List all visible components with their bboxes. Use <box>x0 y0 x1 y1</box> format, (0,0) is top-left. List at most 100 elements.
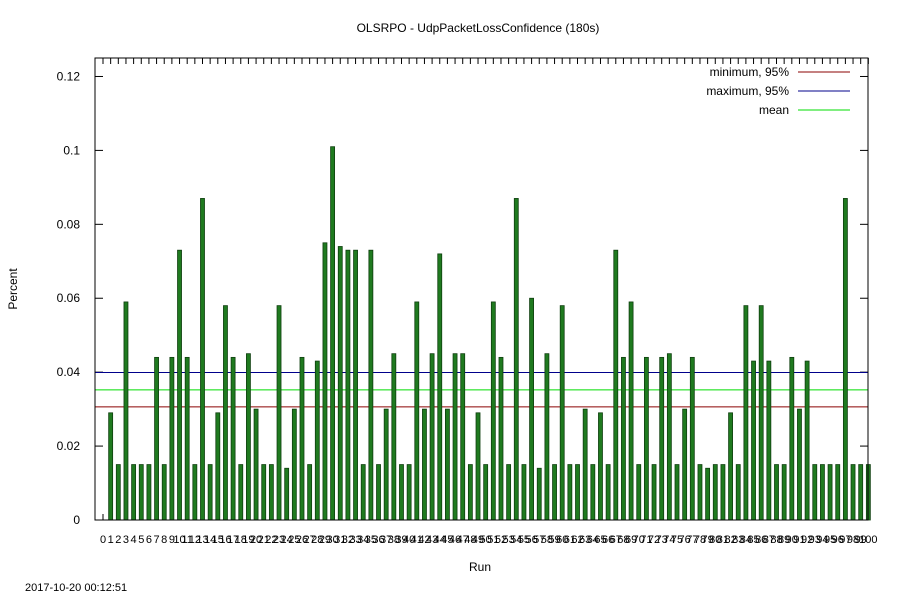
bar <box>797 408 802 521</box>
bar <box>322 242 328 521</box>
bar <box>284 467 290 521</box>
bar <box>445 408 450 521</box>
x-tick-label: 37 <box>380 534 392 546</box>
x-tick-label: 39 <box>395 534 407 546</box>
x-tick-label: 61 <box>564 534 576 546</box>
x-tick-label: 27 <box>304 534 316 546</box>
bar <box>536 467 542 521</box>
x-tick-label: 21 <box>258 534 270 546</box>
bar <box>582 408 588 521</box>
bar <box>858 464 864 521</box>
x-tick-label: 90 <box>786 534 798 546</box>
bar <box>330 146 336 521</box>
x-tick-label: 14 <box>204 534 216 546</box>
y-tick-label: 0.06 <box>57 291 81 305</box>
x-tick-label: 95 <box>824 534 836 546</box>
x-tick-label: 66 <box>602 534 614 546</box>
bar <box>154 356 159 521</box>
bar <box>368 249 374 521</box>
bar <box>781 464 787 521</box>
x-tick-label: 35 <box>365 534 377 546</box>
x-tick-label: 85 <box>747 534 759 546</box>
bar <box>131 464 137 521</box>
x-tick-label: 92 <box>801 534 813 546</box>
bar <box>521 464 527 521</box>
bar <box>460 353 466 521</box>
bar <box>674 464 680 521</box>
bar <box>559 305 565 521</box>
bar <box>238 464 244 521</box>
x-tick-label: 96 <box>832 534 844 546</box>
bar <box>177 249 182 521</box>
x-tick-label: 5 <box>138 534 144 546</box>
bar <box>146 464 152 521</box>
bar <box>651 464 657 521</box>
bar <box>720 464 726 521</box>
x-tick-label: 20 <box>250 534 262 546</box>
x-tick-label: 89 <box>778 534 790 546</box>
x-tick-label: 17 <box>227 534 239 546</box>
bar <box>636 464 642 521</box>
bar <box>276 305 282 521</box>
bar <box>506 464 512 521</box>
x-tick-label: 69 <box>625 534 637 546</box>
x-tick-label: 54 <box>510 534 522 546</box>
x-tick-label: 44 <box>434 534 446 546</box>
x-tick-label: 64 <box>587 534 599 546</box>
x-tick-label: 67 <box>610 534 622 546</box>
x-tick-label: 52 <box>495 534 507 546</box>
bar <box>253 408 259 521</box>
bar <box>429 353 435 521</box>
x-tick-label: 91 <box>793 534 805 546</box>
x-tick-label: 4 <box>131 534 137 546</box>
bar <box>820 464 825 521</box>
legend-label: minimum, 95% <box>710 65 790 79</box>
x-tick-label: 42 <box>418 534 430 546</box>
x-tick-label: 49 <box>472 534 484 546</box>
x-tick-label: 84 <box>740 534 752 546</box>
timestamp: 2017-10-20 00:12:51 <box>25 582 128 594</box>
x-tick-label: 12 <box>189 534 201 546</box>
x-tick-label: 81 <box>717 534 729 546</box>
x-tick-label: 71 <box>640 534 652 546</box>
bar <box>452 353 458 521</box>
x-tick-label: 48 <box>464 534 476 546</box>
x-tick-label: 10 <box>173 534 185 546</box>
x-tick-label: 28 <box>311 534 323 546</box>
x-tick-label: 24 <box>281 534 293 546</box>
bar <box>498 356 504 521</box>
x-tick-label: 16 <box>219 534 231 546</box>
x-tick-label: 59 <box>548 534 560 546</box>
x-tick-label: 51 <box>487 534 499 546</box>
bar <box>567 464 573 521</box>
x-tick-label: 46 <box>449 534 461 546</box>
bar <box>437 253 443 521</box>
bar <box>575 464 580 521</box>
x-tick-label: 33 <box>349 534 361 546</box>
x-tick-label: 2 <box>115 534 121 546</box>
x-tick-label: 8 <box>161 534 167 546</box>
x-tick-label: 62 <box>571 534 583 546</box>
y-tick-label: 0.12 <box>57 69 81 83</box>
legend-label: maximum, 95% <box>706 84 789 98</box>
bar <box>628 301 634 521</box>
bar <box>200 198 205 521</box>
x-tick-label: 77 <box>686 534 698 546</box>
x-tick-label: 1 <box>108 534 114 546</box>
plot-frame <box>94 57 869 521</box>
x-tick-label: 60 <box>556 534 568 546</box>
bar <box>246 353 251 521</box>
bar <box>766 360 772 521</box>
bar <box>184 356 190 521</box>
x-tick-label: 100 <box>859 534 877 546</box>
x-tick-label: 40 <box>403 534 415 546</box>
x-tick-label: 38 <box>388 534 400 546</box>
x-tick-label: 23 <box>273 534 285 546</box>
bar <box>215 412 221 521</box>
x-tick-label: 63 <box>579 534 591 546</box>
x-tick-label: 70 <box>633 534 645 546</box>
x-tick-label: 99 <box>855 534 867 546</box>
bar <box>728 412 733 521</box>
bar <box>115 464 121 521</box>
y-tick-label: 0.04 <box>57 365 81 379</box>
